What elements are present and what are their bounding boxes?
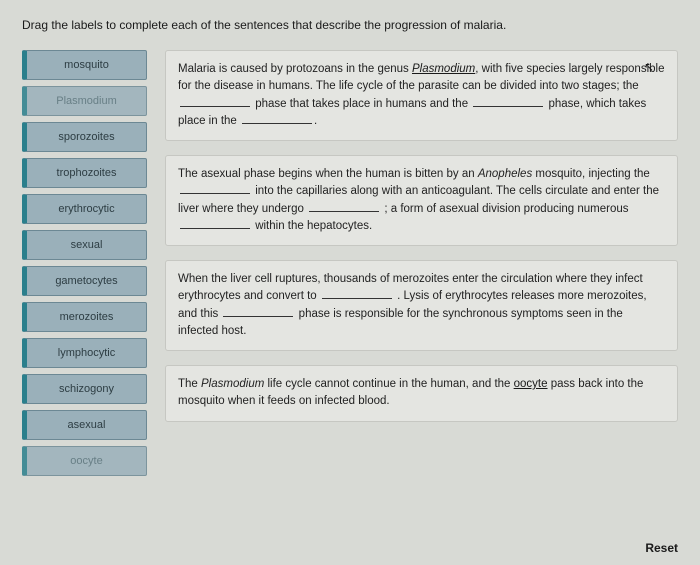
p1-text-5: . <box>314 115 317 127</box>
p1-blank-2[interactable] <box>473 96 543 106</box>
label-trophozoites[interactable]: trophozoites <box>22 158 147 188</box>
paragraph-4: The Plasmodium life cycle cannot continu… <box>165 365 678 422</box>
label-mosquito[interactable]: mosquito <box>22 50 147 80</box>
p2-blank-2[interactable] <box>309 201 379 211</box>
p4-text-2: life cycle cannot continue in the human,… <box>264 378 513 390</box>
label-sexual[interactable]: sexual <box>22 230 147 260</box>
paragraph-2: The asexual phase begins when the human … <box>165 155 678 246</box>
p3-blank-1[interactable] <box>322 289 392 299</box>
paragraph-1: Malaria is caused by protozoans in the g… <box>165 50 678 141</box>
p2-blank-1[interactable] <box>180 184 250 194</box>
p4-italic-plasmodium: Plasmodium <box>201 378 264 390</box>
label-sporozoites[interactable]: sporozoites <box>22 122 147 152</box>
p2-italic-anopheles: Anopheles <box>478 168 532 180</box>
instruction-text: Drag the labels to complete each of the … <box>22 18 678 32</box>
label-lymphocytic[interactable]: lymphocytic <box>22 338 147 368</box>
label-oocyte[interactable]: oocyte <box>22 446 147 476</box>
p1-blank-3[interactable] <box>242 113 312 123</box>
labels-column: mosquito Plasmodium sporozoites trophozo… <box>22 50 147 476</box>
p1-text-3: phase that takes place in humans and the <box>252 98 471 110</box>
main-area: mosquito Plasmodium sporozoites trophozo… <box>22 50 678 476</box>
label-schizogony[interactable]: schizogony <box>22 374 147 404</box>
reset-button[interactable]: Reset <box>645 541 678 555</box>
label-asexual[interactable]: asexual <box>22 410 147 440</box>
label-merozoites[interactable]: merozoites <box>22 302 147 332</box>
paragraphs-column: Malaria is caused by protozoans in the g… <box>165 50 678 476</box>
p2-text-1: The asexual phase begins when the human … <box>178 168 478 180</box>
p4-text-1: The <box>178 378 201 390</box>
label-plasmodium[interactable]: Plasmodium <box>22 86 147 116</box>
p2-blank-3[interactable] <box>180 218 250 228</box>
p1-text-1: Malaria is caused by protozoans in the g… <box>178 63 412 75</box>
p2-text-5: within the hepatocytes. <box>252 220 372 232</box>
label-erythrocytic[interactable]: erythrocytic <box>22 194 147 224</box>
p2-text-2: mosquito, injecting the <box>532 168 650 180</box>
paragraph-3: When the liver cell ruptures, thousands … <box>165 260 678 351</box>
p3-blank-2[interactable] <box>223 306 293 316</box>
p2-text-4: ; a form of asexual division producing n… <box>381 203 628 215</box>
label-gametocytes[interactable]: gametocytes <box>22 266 147 296</box>
p4-link-oocyte[interactable]: oocyte <box>514 378 548 390</box>
p1-link-plasmodium[interactable]: Plasmodium <box>412 63 475 75</box>
p1-blank-1[interactable] <box>180 96 250 106</box>
